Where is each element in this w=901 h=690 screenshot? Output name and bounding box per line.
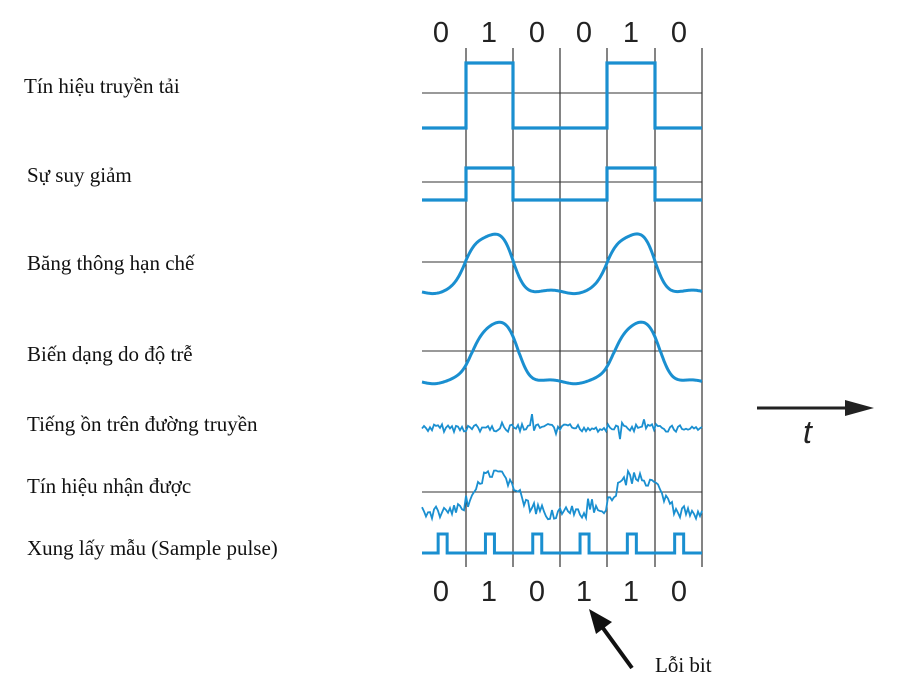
- time-axis-arrow: [757, 400, 874, 416]
- row-label-noise: Tiếng ồn trên đường truyền: [27, 412, 258, 436]
- wave-received: [421, 468, 703, 522]
- bit-period-grid: [422, 48, 703, 567]
- row-label-bandlimited: Băng thông hạn chế: [27, 251, 195, 275]
- bit-error-label: Lỗi bit: [655, 653, 712, 677]
- bit-sent-5: 0: [671, 17, 687, 49]
- waveforms: [421, 61, 703, 555]
- wave-bandlimited: [421, 232, 703, 296]
- bit-received-3: 1: [576, 576, 592, 608]
- row-label-transmitted: Tín hiệu truyền tải: [24, 74, 180, 98]
- bit-sent-0: 0: [433, 17, 449, 49]
- wave-attenuated: [422, 166, 702, 202]
- bit-sent-3: 0: [576, 17, 592, 49]
- bit-received-1: 1: [481, 576, 497, 608]
- bit-received-2: 0: [529, 576, 545, 608]
- bit-received-4: 1: [623, 576, 639, 608]
- wave-noise: [421, 413, 703, 440]
- time-axis-label: t: [803, 414, 813, 450]
- bit-sent-2: 0: [529, 17, 545, 49]
- bit-received-0: 0: [433, 576, 449, 608]
- bit-received-5: 0: [671, 576, 687, 608]
- wave-delay: [421, 320, 703, 386]
- bit-sent-1: 1: [481, 17, 497, 49]
- row-label-received: Tín hiệu nhận được: [27, 474, 191, 498]
- row-label-delay: Biến dạng do độ trễ: [27, 342, 193, 366]
- row-label-sample: Xung lấy mẫu (Sample pulse): [27, 536, 278, 560]
- bit-error-arrow: [589, 609, 634, 670]
- wave-transmitted: [422, 61, 702, 130]
- bit-sent-4: 1: [623, 17, 639, 49]
- wave-sample-pulse: [422, 532, 702, 555]
- row-label-attenuated: Sự suy giảm: [27, 163, 132, 187]
